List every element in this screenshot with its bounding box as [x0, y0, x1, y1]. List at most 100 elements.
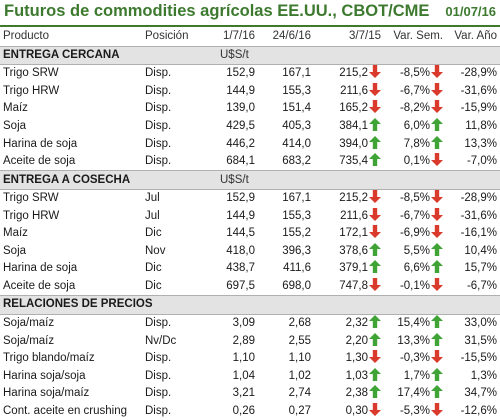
price-date-3-cell: 1,03 [314, 367, 384, 385]
table-row: Soja Nov 418,0 396,3 378,6 5,5% 10,4% [0, 242, 500, 261]
table-body: ENTREGA CERCANA U$S/t Trigo SRW Disp. 152,9 1… [0, 45, 500, 420]
arrow-down-icon [368, 350, 381, 367]
futures-table: Producto Posición 1/7/16 24/6/16 3/7/15 … [0, 28, 500, 420]
table-row: Trigo blando/maíz Disp. 1,10 1,10 1,30 -0,3% -… [0, 350, 500, 368]
var-sem-value: -6,9% [399, 227, 430, 240]
var-anio-cell: 34,7% [464, 387, 497, 400]
arrow-down-icon [430, 402, 443, 420]
col-header-date-3: 3/7/15 [349, 30, 381, 43]
var-sem-cell: 5,5% [384, 242, 446, 261]
var-anio-cell: -15,5% [460, 352, 497, 365]
table-row: Aceite de soja Dic 697,5 698,0 747,8 -0,1% -6,… [0, 277, 500, 296]
price-date-3-value: 735,4 [339, 155, 368, 168]
price-date-2-cell: 396,3 [282, 244, 311, 257]
var-sem-cell: 13,3% [384, 332, 446, 350]
price-date-3-value: 394,0 [339, 137, 368, 150]
col-header-posicion: Posición [145, 30, 189, 43]
arrow-down-icon [368, 82, 381, 100]
price-date-3-value: 378,6 [339, 244, 368, 257]
price-date-2-cell: 2,74 [288, 387, 311, 400]
var-sem-value: 7,8% [403, 137, 430, 150]
price-date-1-cell: 697,5 [226, 279, 255, 292]
price-date-3-cell: 735,4 [314, 153, 384, 171]
price-date-1-cell: 446,2 [226, 137, 255, 150]
arrow-up-icon [430, 385, 443, 402]
var-sem-value: -0,1% [399, 279, 430, 292]
var-sem-cell: -6,7% [384, 207, 446, 225]
arrow-down-icon [430, 350, 443, 367]
var-anio-cell: -6,7% [466, 279, 497, 292]
price-date-3-value: 165,2 [339, 102, 368, 115]
table-row: Trigo SRW Jul 152,9 167,1 215,2 -8,5% -28,9% [0, 189, 500, 207]
price-date-2-cell: 155,3 [282, 209, 311, 222]
price-date-1-cell: 1,10 [232, 352, 255, 365]
section-header: ENTREGA A COSECHA U$S/t [0, 170, 500, 190]
producto-cell: Aceite de soja [3, 279, 76, 292]
var-sem-cell: 7,8% [384, 135, 446, 153]
table-row: Aceite de soja Disp. 684,1 683,2 735,4 0,1% -7… [0, 153, 500, 171]
price-date-1-cell: 144,9 [226, 209, 255, 222]
posicion-cell: Jul [145, 209, 160, 222]
price-date-3-cell: 2,32 [314, 314, 384, 332]
table-row: Maíz Dic 144,5 155,2 172,1 -6,9% -16,1% [0, 225, 500, 243]
var-sem-value: -6,7% [399, 84, 430, 97]
var-sem-cell: 15,4% [384, 314, 446, 332]
posicion-cell: Disp. [145, 352, 172, 365]
price-date-3-cell: 215,2 [314, 65, 384, 83]
posicion-cell: Nv/Dc [145, 334, 177, 347]
var-sem-value: 6,6% [403, 262, 430, 275]
price-date-3-value: 2,20 [345, 334, 368, 347]
posicion-cell: Nov [145, 244, 166, 257]
producto-cell: Soja [3, 120, 27, 132]
var-sem-value: 17,4% [397, 387, 430, 400]
var-anio-cell: -15,9% [460, 102, 497, 115]
posicion-cell: Disp. [145, 404, 172, 417]
price-date-3-value: 215,2 [339, 192, 368, 205]
var-sem-cell: 0,1% [384, 153, 446, 171]
col-header-var-anio: Var. Año [454, 30, 497, 43]
producto-cell: Trigo SRW [3, 67, 59, 80]
section-unit [210, 295, 314, 315]
producto-cell: Trigo HRW [3, 84, 60, 97]
col-header-date-1: 1/7/16 [223, 30, 255, 43]
price-date-1-cell: 429,5 [226, 120, 255, 132]
var-sem-value: -8,5% [399, 67, 430, 80]
price-date-3-value: 0,30 [345, 404, 368, 417]
var-anio-cell: 15,7% [464, 262, 497, 275]
arrow-down-icon [430, 190, 443, 207]
price-date-2-cell: 1,02 [288, 369, 311, 382]
price-date-2-cell: 155,3 [282, 84, 311, 97]
price-date-1-cell: 684,1 [226, 155, 255, 168]
producto-cell: Soja/maíz [3, 334, 55, 347]
var-sem-value: 0,1% [403, 155, 430, 168]
producto-cell: Trigo HRW [3, 209, 60, 222]
arrow-up-icon [430, 315, 443, 332]
producto-cell: Trigo SRW [3, 192, 59, 205]
var-sem-cell: -0,1% [384, 277, 446, 296]
price-date-3-value: 2,32 [345, 317, 368, 330]
var-sem-cell: -8,5% [384, 65, 446, 83]
section-unit: U$S/t [210, 170, 314, 190]
price-date-1-cell: 144,9 [226, 84, 255, 97]
price-date-2-cell: 167,1 [282, 192, 311, 205]
arrow-up-icon [430, 135, 443, 153]
var-sem-cell: 6,6% [384, 260, 446, 278]
producto-cell: Maíz [3, 227, 28, 240]
price-date-3-cell: 2,20 [314, 332, 384, 350]
price-date-3-value: 211,6 [340, 209, 368, 222]
price-date-3-value: 379,1 [339, 262, 368, 275]
posicion-cell: Disp. [145, 102, 172, 115]
arrow-down-icon [430, 100, 443, 117]
price-date-2-cell: 411,6 [283, 262, 311, 275]
var-sem-cell: -8,2% [384, 100, 446, 118]
price-date-3-value: 215,2 [339, 67, 368, 80]
price-date-1-cell: 3,21 [232, 387, 255, 400]
arrow-up-icon [430, 332, 443, 350]
producto-cell: Harina de soja [3, 262, 78, 275]
price-date-3-value: 211,6 [340, 84, 368, 97]
table-row: Soja/maíz Disp. 3,09 2,68 2,32 15,4% 33,0% [0, 314, 500, 332]
arrow-up-icon [430, 260, 443, 277]
var-sem-value: -5,3% [399, 404, 430, 417]
producto-cell: Maíz [3, 102, 28, 115]
